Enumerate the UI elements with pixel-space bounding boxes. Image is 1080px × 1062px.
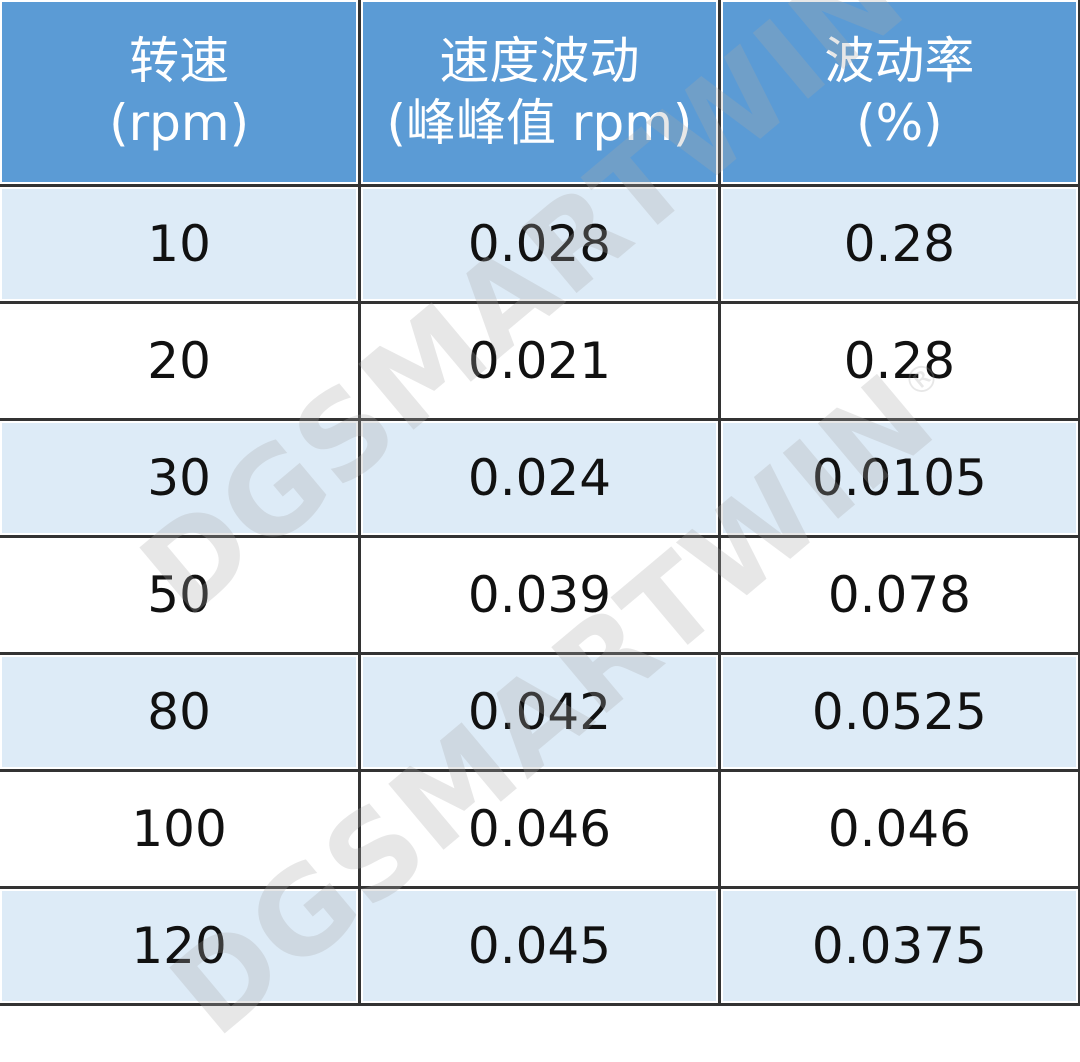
table-row: 50 0.039 0.078 [0, 535, 1080, 655]
header-text: 速度波动 [439, 32, 640, 90]
cell-speed: 50 [0, 535, 362, 655]
cell-rate: 0.0525 [717, 652, 1080, 772]
cell-fluctuation: 0.039 [358, 535, 721, 655]
cell-speed: 30 [0, 418, 362, 538]
table-row: 100 0.046 0.046 [0, 769, 1080, 889]
table-row: 20 0.021 0.28 [0, 301, 1080, 421]
table-row: 10 0.028 0.28 [0, 184, 1080, 304]
cell-fluctuation: 0.028 [358, 184, 721, 304]
data-table: 转速 (rpm) 速度波动 (峰峰值 rpm) 波动率 (%) 10 0.028 0.28… [0, 0, 1080, 1006]
cell-fluctuation: 0.042 [358, 652, 721, 772]
cell-rate: 0.046 [717, 769, 1080, 889]
header-unit: (rpm) [109, 94, 250, 152]
header-speed: 转速 (rpm) [0, 0, 362, 187]
header-unit: (峰峰值 rpm) [386, 94, 693, 152]
cell-speed: 80 [0, 652, 362, 772]
cell-fluctuation: 0.021 [358, 301, 721, 421]
header-row: 转速 (rpm) 速度波动 (峰峰值 rpm) 波动率 (%) [0, 0, 1080, 187]
cell-speed: 20 [0, 301, 362, 421]
cell-fluctuation: 0.024 [358, 418, 721, 538]
cell-speed: 120 [0, 886, 362, 1006]
cell-rate: 0.0375 [717, 886, 1080, 1006]
header-text: 波动率 [824, 32, 975, 90]
cell-fluctuation: 0.046 [358, 769, 721, 889]
cell-rate: 0.28 [717, 301, 1080, 421]
header-unit: (%) [856, 94, 943, 152]
cell-speed: 100 [0, 769, 362, 889]
cell-rate: 0.28 [717, 184, 1080, 304]
table-row: 80 0.042 0.0525 [0, 652, 1080, 772]
table-row: 120 0.045 0.0375 [0, 886, 1080, 1006]
table-row: 30 0.024 0.0105 [0, 418, 1080, 538]
header-rate: 波动率 (%) [717, 0, 1080, 187]
header-text: 转速 [129, 32, 230, 90]
header-fluctuation: 速度波动 (峰峰值 rpm) [358, 0, 721, 187]
cell-speed: 10 [0, 184, 362, 304]
cell-fluctuation: 0.045 [358, 886, 721, 1006]
cell-rate: 0.078 [717, 535, 1080, 655]
cell-rate: 0.0105 [717, 418, 1080, 538]
